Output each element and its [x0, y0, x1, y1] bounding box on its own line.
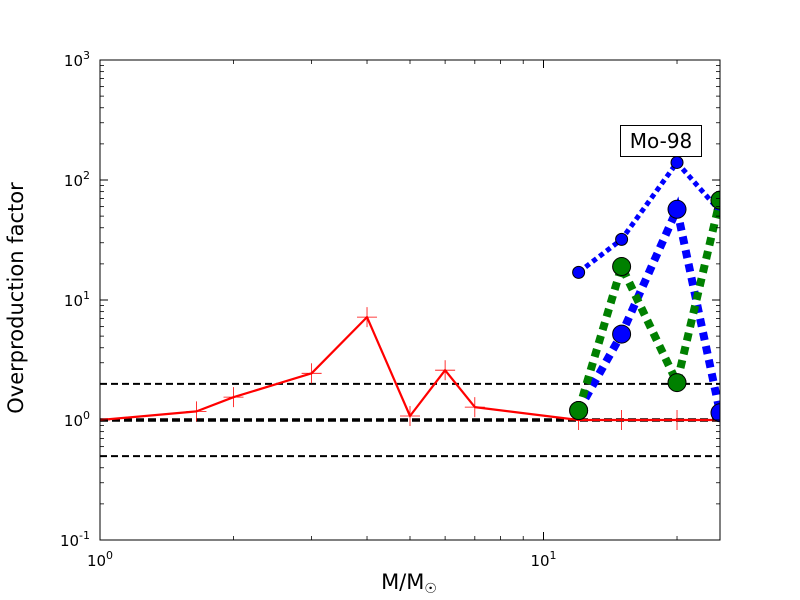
series-2-line [575, 196, 720, 414]
series-0-marker-6 [435, 360, 456, 381]
x-tick-label-1: 101 [530, 549, 556, 570]
series-1-marker-0 [572, 265, 586, 279]
y-tick-label-4: 103 [64, 49, 90, 70]
annotation-label: Mo-98 [620, 125, 702, 157]
y-tick-label-1: 100 [64, 409, 90, 430]
series-3-marker-0 [569, 400, 589, 420]
series-2-marker-3 [710, 403, 720, 423]
series-3-marker-2 [667, 373, 687, 393]
y-tick-label-0: 10-1 [60, 529, 90, 550]
series-3-line [574, 199, 720, 412]
x-axis-label: M/M☉ [381, 570, 437, 597]
series-1-marker-2 [670, 155, 684, 169]
series-2-marker-1 [612, 324, 632, 344]
series-3-marker-3 [710, 190, 720, 210]
series-0-marker-5 [400, 405, 420, 426]
x-axis-label-sub: ☉ [424, 581, 437, 597]
series-0-marker-4 [357, 307, 378, 328]
series-0-marker-1 [186, 401, 207, 422]
y-tick-label-3: 102 [64, 169, 90, 190]
series-3-marker-1 [612, 257, 632, 277]
series-2-marker-2 [667, 199, 687, 219]
x-tick-label-0: 100 [87, 549, 113, 570]
y-tick-label-2: 101 [64, 289, 90, 310]
x-axis-label-main: M/M [381, 570, 425, 594]
series-0-marker-10 [667, 410, 688, 430]
series-0-marker-9 [611, 410, 632, 430]
series-1-marker-1 [615, 232, 629, 246]
y-axis-label: Overproduction factor [4, 182, 28, 414]
series-0-marker-7 [464, 397, 485, 418]
series-0-marker-3 [301, 363, 322, 384]
series-1-line [577, 158, 720, 275]
series-layer [100, 155, 720, 430]
series-0-marker-2 [223, 387, 244, 408]
